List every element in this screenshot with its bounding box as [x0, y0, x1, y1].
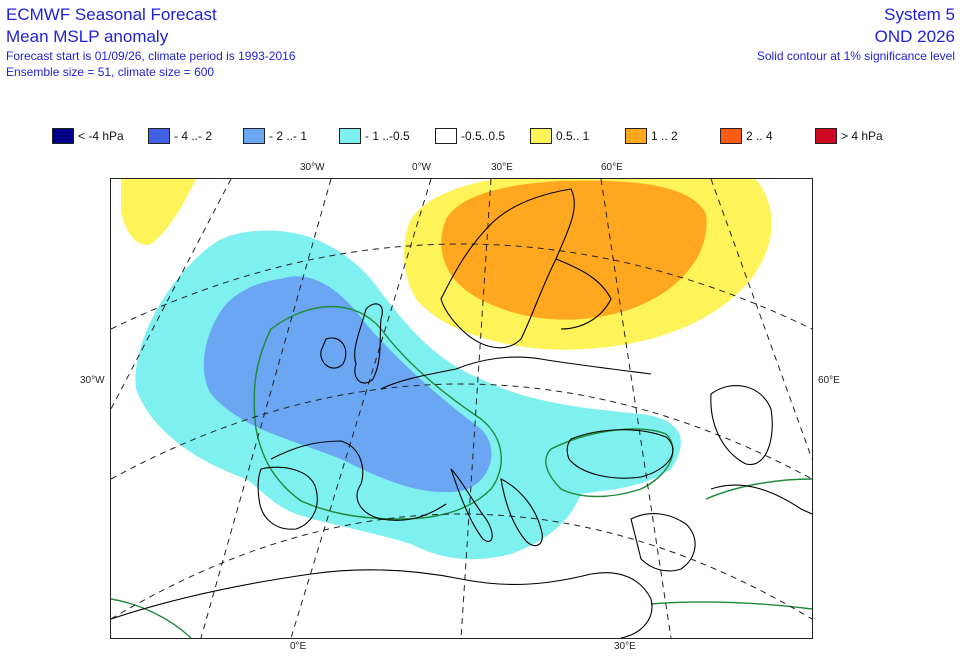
forecast-info: Forecast start is 01/09/26, climate peri… — [6, 49, 296, 63]
significance-note: Solid contour at 1% significance level — [756, 49, 955, 63]
grid-label-bottom: 0°E — [290, 641, 307, 652]
grid-label-top: 30°E — [491, 162, 513, 173]
legend-label: > 4 hPa — [841, 129, 883, 143]
significance-contour — [650, 601, 812, 610]
legend-swatch — [720, 128, 742, 144]
ensemble-info: Ensemble size = 51, climate size = 600 — [6, 65, 215, 79]
legend-label: - 2 ..- 1 — [269, 129, 308, 143]
legend-label: < -4 hPa — [78, 129, 124, 143]
legend-swatch — [435, 128, 457, 144]
legend-label: -0.5..0.5 — [461, 129, 506, 143]
period-label: OND 2026 — [874, 27, 955, 46]
legend-label: - 4 ..- 2 — [174, 129, 213, 143]
system-label: System 5 — [884, 5, 955, 24]
header-left: ECMWF Seasonal Forecast Mean MSLP anomal… — [6, 4, 296, 80]
legend-swatch — [148, 128, 170, 144]
legend-item: 2 .. 4 — [720, 126, 773, 146]
legend-swatch — [815, 128, 837, 144]
anomaly-area-minus2-minus1 — [203, 276, 492, 493]
legend-item: < -4 hPa — [52, 126, 124, 146]
grid-label-left: 30°W — [80, 375, 105, 386]
coastlines — [111, 188, 812, 638]
legend-swatch — [625, 128, 647, 144]
significance-contour — [705, 478, 812, 500]
legend-item: - 2 ..- 1 — [243, 126, 307, 146]
legend-swatch — [339, 128, 361, 144]
legend-item: - 1 ..-0.5 — [339, 126, 410, 146]
legend-item: 0.5.. 1 — [530, 126, 589, 146]
map-title: ECMWF Seasonal Forecast — [6, 5, 217, 24]
grid-label-right: 60°E — [818, 375, 840, 386]
anomaly-map — [110, 178, 813, 639]
legend-label: 0.5.. 1 — [556, 129, 590, 143]
legend-item: -0.5..0.5 — [435, 126, 505, 146]
grid-label-bottom: 30°E — [614, 641, 636, 652]
grid-label-top: 60°E — [601, 162, 623, 173]
legend-item: 1 .. 2 — [625, 126, 678, 146]
anomaly-area-1-2 — [441, 180, 707, 320]
header-right: System 5 OND 2026 Solid contour at 1% si… — [757, 4, 955, 64]
legend-swatch — [52, 128, 74, 144]
anomaly-area-0p5-1 — [121, 179, 196, 245]
map-canvas — [111, 179, 812, 638]
legend-item: > 4 hPa — [815, 126, 883, 146]
legend-label: 1 .. 2 — [651, 129, 678, 143]
legend-label: - 1 ..-0.5 — [365, 129, 410, 143]
grid-label-top: 0°W — [412, 162, 431, 173]
graticule — [111, 179, 812, 638]
legend-item: - 4 ..- 2 — [148, 126, 212, 146]
map-subtitle: Mean MSLP anomaly — [6, 27, 169, 46]
grid-label-top: 30°W — [300, 162, 325, 173]
legend-label: 2 .. 4 — [746, 129, 773, 143]
legend-swatch — [243, 128, 265, 144]
significance-contour — [111, 598, 192, 638]
legend-swatch — [530, 128, 552, 144]
